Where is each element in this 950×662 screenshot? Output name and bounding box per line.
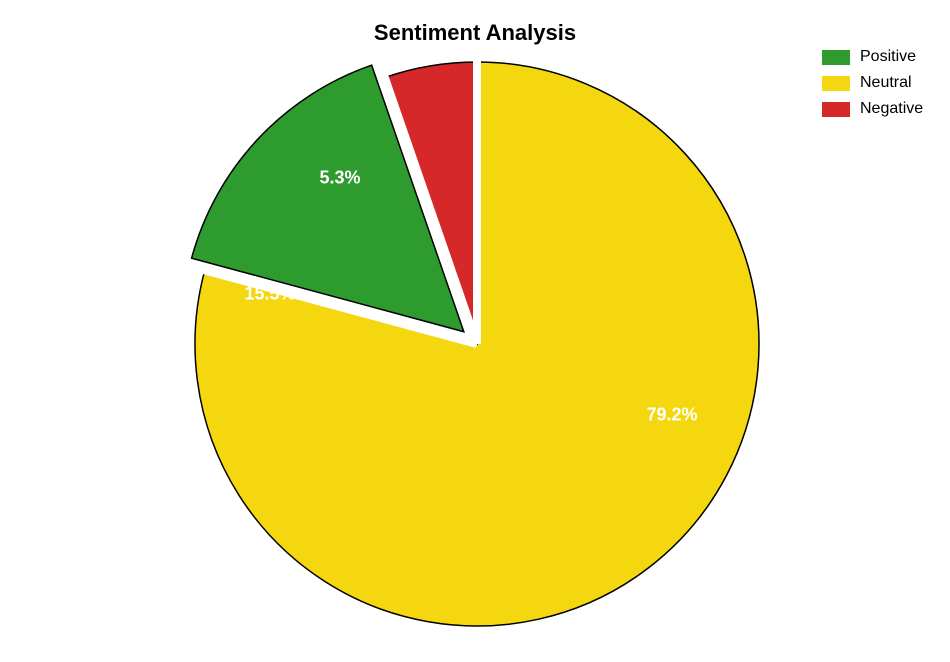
- slice-label-negative: 5.3%: [319, 168, 360, 189]
- legend-label: Negative: [860, 100, 923, 118]
- slice-label-neutral: 79.2%: [646, 405, 697, 426]
- legend-swatch: [822, 102, 850, 117]
- legend-item-positive: Positive: [822, 48, 923, 66]
- pie-chart: [0, 0, 950, 662]
- legend-item-negative: Negative: [822, 100, 923, 118]
- legend-label: Positive: [860, 48, 916, 66]
- legend-swatch: [822, 76, 850, 91]
- slice-label-positive: 15.5%: [244, 284, 295, 305]
- legend-swatch: [822, 50, 850, 65]
- legend-item-neutral: Neutral: [822, 74, 923, 92]
- legend-label: Neutral: [860, 74, 912, 92]
- legend: Positive Neutral Negative: [822, 48, 923, 126]
